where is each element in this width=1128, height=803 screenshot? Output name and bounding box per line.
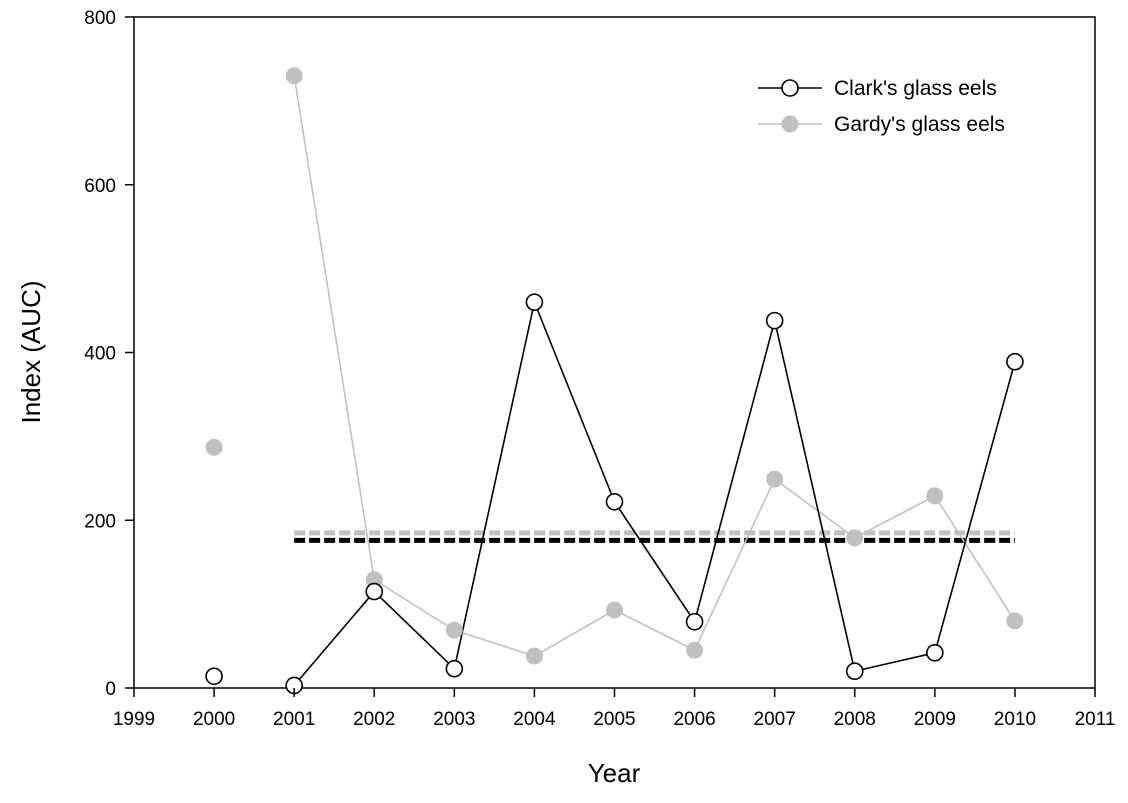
y-axis: 0 200 400 600 800 <box>84 8 134 700</box>
y-tick-label: 200 <box>84 511 116 532</box>
data-point-clarks <box>445 659 464 678</box>
x-tick-label: 2009 <box>914 709 956 730</box>
data-point-gardys <box>846 529 864 547</box>
series-markers <box>205 67 1024 695</box>
data-point-gardys <box>205 438 223 456</box>
legend-marker <box>781 115 799 133</box>
x-tick-label: 2011 <box>1075 709 1116 730</box>
data-point-gardys <box>606 601 623 619</box>
data-point-gardys <box>686 641 704 659</box>
data-point-clarks <box>685 612 704 631</box>
y-tick-label: 0 <box>105 679 116 700</box>
mean-lines <box>294 530 1015 543</box>
x-tick-label: 2003 <box>433 709 475 730</box>
x-axis-title: Year <box>588 758 641 788</box>
x-tick-label: 2005 <box>593 709 635 730</box>
y-axis-title: Index (AUC) <box>16 280 46 423</box>
data-point-gardys <box>445 621 463 639</box>
data-point-gardys <box>525 647 543 665</box>
y-tick-label: 400 <box>84 344 116 365</box>
x-tick-label: 2007 <box>754 709 796 730</box>
y-tick-label: 600 <box>84 176 116 197</box>
y-tick-label: 800 <box>84 8 116 29</box>
data-point-clarks <box>605 492 624 511</box>
x-tick-label: 2000 <box>193 709 235 730</box>
data-point-gardys <box>1006 612 1024 630</box>
data-point-clarks <box>926 643 944 662</box>
series-lines <box>293 75 1016 687</box>
data-point-clarks <box>205 667 223 686</box>
data-point-clarks <box>845 662 864 681</box>
x-tick-label: 1999 <box>113 709 155 730</box>
legend: Clark's glass eels Gardy's glass eels <box>758 77 1005 136</box>
legend-label: Clark's glass eels <box>834 77 997 100</box>
data-point-gardys <box>926 487 944 505</box>
legend-label: Gardy's glass eels <box>834 113 1005 136</box>
data-point-clarks <box>765 311 784 330</box>
x-tick-label: 2004 <box>513 709 556 730</box>
data-point-gardys <box>766 470 784 488</box>
x-tick-label: 2008 <box>834 709 876 730</box>
legend-marker <box>781 79 799 97</box>
data-point-clarks <box>525 293 544 311</box>
data-point-clarks <box>365 582 384 601</box>
x-tick-label: 2006 <box>673 709 715 730</box>
x-tick-label: 2002 <box>353 709 395 730</box>
x-tick-label: 2001 <box>273 709 315 730</box>
series-line-gardys <box>293 75 1016 657</box>
data-point-gardys <box>285 67 303 85</box>
series-line-clarks <box>293 299 1016 687</box>
x-axis: 1999 2000 2001 2002 2003 2004 2005 2006 2007 2008… <box>113 688 1116 730</box>
x-tick-label: 2010 <box>994 709 1036 730</box>
data-point-clarks <box>1006 352 1024 371</box>
